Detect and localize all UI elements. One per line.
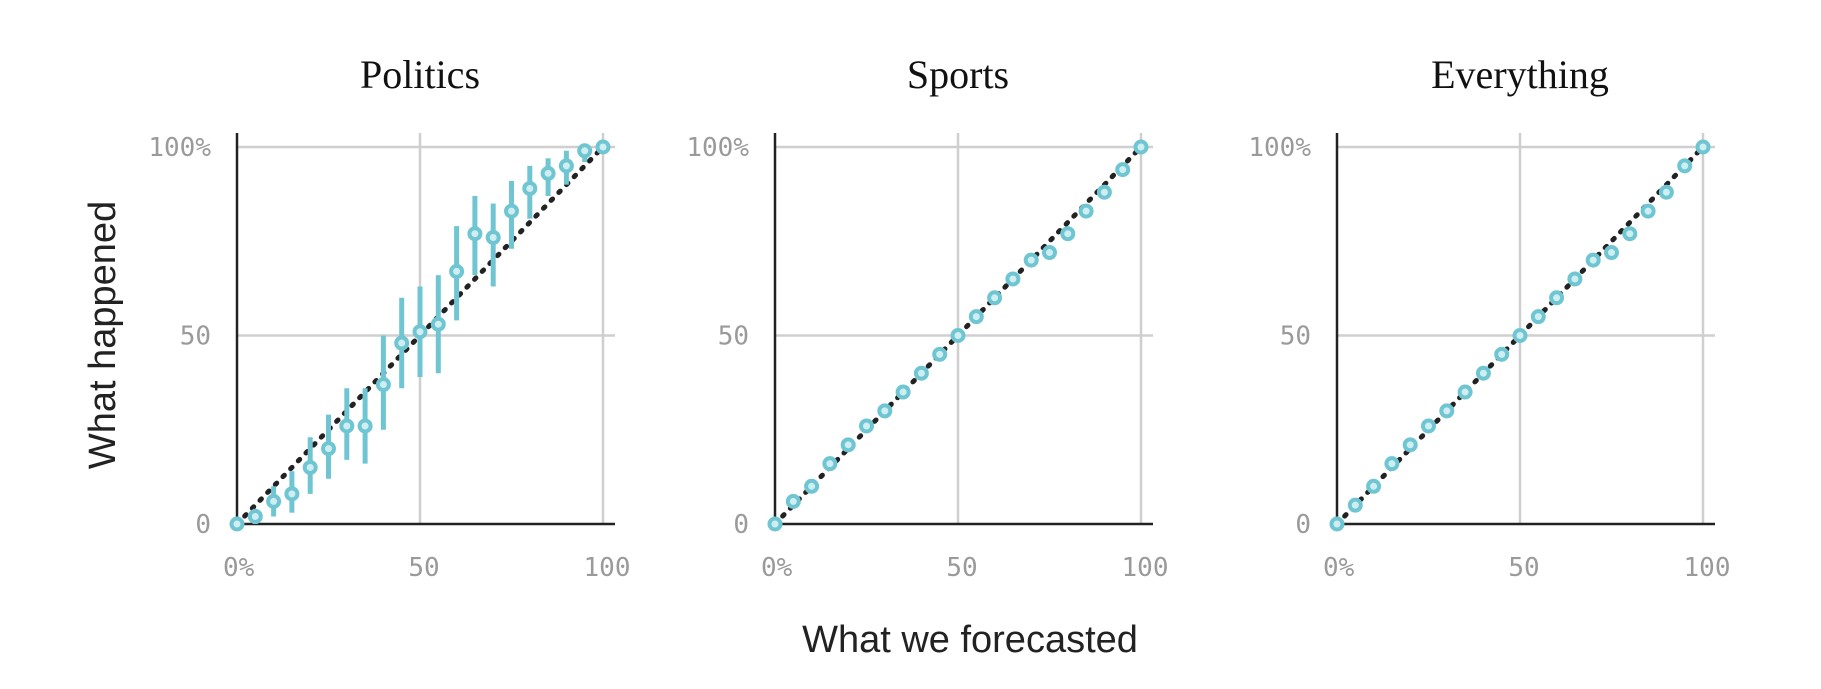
data-point (1604, 245, 1619, 261)
data-point (540, 165, 556, 181)
data-point (430, 316, 446, 332)
data-point (1421, 418, 1436, 434)
data-point (1567, 271, 1583, 287)
data-point (375, 377, 391, 393)
data-point (840, 437, 856, 453)
x-tick-label: 0% (223, 553, 255, 583)
data-point (767, 516, 783, 532)
x-tick-label: 50 (946, 553, 977, 583)
panel-politics: Politics 0 50 100% 0% 50 100 (148, 52, 630, 583)
data-point (558, 158, 574, 174)
data-point (1078, 203, 1094, 219)
y-tick-label: 50 (1280, 322, 1311, 352)
data-point (1585, 252, 1601, 268)
data-point (1115, 162, 1131, 178)
data-point (1512, 328, 1528, 343)
data-point (1042, 245, 1057, 261)
data-point (1096, 184, 1112, 200)
data-point (1384, 456, 1400, 472)
data-point (1329, 516, 1345, 532)
data-point (1060, 226, 1076, 242)
data-point (229, 516, 245, 532)
data-point (804, 478, 820, 494)
data-point (950, 328, 966, 343)
data-point (595, 139, 611, 155)
data-point (1622, 226, 1638, 242)
data-point (1677, 158, 1693, 174)
x-tick-label: 50 (1508, 553, 1539, 583)
panel-sports: Sports 0 50 100% 0% 50 100 (686, 52, 1168, 583)
data-point (1549, 290, 1565, 306)
data-point (877, 403, 893, 419)
data-point (412, 324, 428, 340)
data-point (1347, 497, 1363, 513)
data-point (987, 290, 1003, 306)
panel-title: Everything (1431, 52, 1609, 97)
data-point (284, 486, 300, 502)
data-point (394, 335, 410, 351)
data-point (266, 493, 282, 509)
x-tick-label: 0% (1323, 553, 1355, 583)
data-point (1530, 309, 1546, 325)
data-point (321, 441, 336, 457)
data-point (895, 384, 911, 400)
data-point (859, 418, 874, 434)
y-tick-label: 0 (1295, 510, 1311, 540)
x-tick-label: 100 (584, 553, 631, 583)
data-point (1695, 139, 1711, 155)
data-point (1494, 346, 1510, 362)
data-point (1475, 365, 1491, 381)
y-tick-label: 100% (1248, 133, 1311, 163)
y-tick-label: 0 (733, 510, 749, 540)
data-point (467, 226, 483, 242)
data-point (1366, 478, 1382, 494)
data-point (357, 418, 373, 434)
data-point (1402, 437, 1418, 453)
data-point (302, 459, 318, 475)
data-point (577, 143, 593, 159)
x-tick-label: 0% (761, 553, 793, 583)
data-point (1658, 184, 1674, 200)
data-point (339, 418, 355, 434)
panel-title: Politics (360, 52, 480, 97)
data-point (247, 508, 263, 524)
y-axis-title: What happened (82, 201, 124, 469)
y-tick-label: 100% (686, 133, 749, 163)
x-tick-label: 50 (408, 553, 439, 583)
y-tick-label: 50 (718, 322, 749, 352)
data-point (932, 346, 948, 362)
y-tick-label: 50 (180, 322, 211, 352)
data-point (785, 493, 801, 509)
data-point (522, 180, 538, 196)
y-tick-label: 100% (148, 133, 211, 163)
data-point (449, 263, 465, 279)
data-point (1133, 139, 1149, 155)
data-point (1640, 203, 1656, 219)
x-axis-title: What we forecasted (802, 619, 1138, 661)
data-point (485, 229, 501, 245)
data-point (913, 365, 929, 381)
data-point (1023, 252, 1039, 268)
data-point (968, 309, 984, 325)
data-point (1457, 384, 1473, 400)
data-point (504, 203, 519, 219)
panel-everything: Everything 0 50 100% 0% 50 100 (1248, 52, 1730, 583)
x-tick-label: 100 (1122, 553, 1169, 583)
y-tick-label: 0 (195, 510, 211, 540)
x-tick-label: 100 (1684, 553, 1731, 583)
data-point (1005, 271, 1021, 287)
data-point (822, 456, 838, 472)
chart-panels: Politics 0 50 100% 0% 50 100 Sports 0 50 100% 0% 50 1… (148, 52, 1730, 583)
data-point (1439, 403, 1455, 419)
panel-title: Sports (907, 52, 1009, 97)
